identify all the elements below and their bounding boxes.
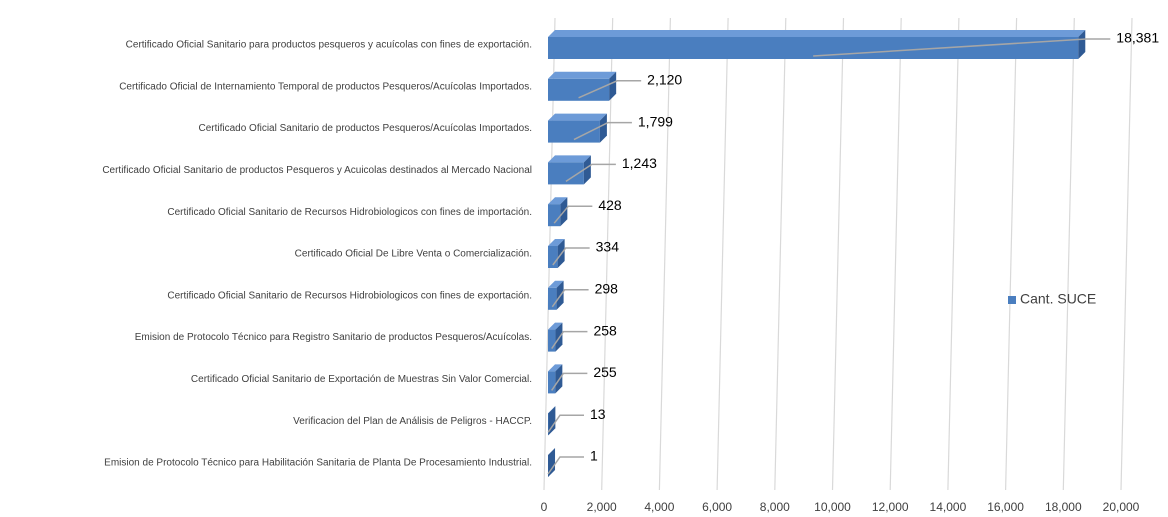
leader-line (565, 163, 616, 183)
value-label: 18,381 (1116, 30, 1159, 46)
grid-line (1005, 17, 1018, 491)
value-label: 428 (598, 197, 622, 213)
legend-swatch (1008, 296, 1016, 304)
value-label: 334 (596, 239, 620, 255)
category-label: Certificado Oficial De Libre Venta o Com… (295, 249, 532, 260)
leader-line (813, 38, 1111, 57)
bar (548, 371, 556, 394)
category-label: Certificado Oficial Sanitario de Exporta… (191, 374, 532, 385)
bar-side (583, 155, 591, 185)
category-label: Emision de Protocolo Técnico para Habili… (104, 458, 532, 469)
grid-line (1062, 17, 1075, 491)
value-label: 255 (593, 364, 617, 380)
category-label: Certificado Oficial de Internamiento Tem… (119, 81, 532, 92)
value-label: 1,799 (638, 113, 673, 129)
x-tick-label: 16,000 (987, 500, 1024, 514)
bar (548, 162, 584, 185)
bar (548, 37, 1079, 59)
x-tick-label: 6,000 (702, 500, 732, 514)
category-label: Certificado Oficial Sanitario de product… (102, 165, 532, 176)
bar (548, 329, 556, 352)
leader-line (551, 289, 589, 308)
x-tick-label: 18,000 (1045, 500, 1082, 514)
bar (548, 204, 561, 227)
x-tick-label: 2,000 (587, 500, 617, 514)
value-label: 298 (595, 281, 619, 297)
bar-side (548, 448, 556, 477)
leader-line (547, 414, 584, 433)
x-tick-label: 20,000 (1103, 500, 1140, 514)
bar-top (548, 322, 563, 330)
bar-top (548, 197, 568, 205)
category-label: Certificado Oficial Sanitario de Recurso… (167, 207, 532, 218)
bar (548, 287, 557, 310)
legend-label: Cant. SUCE (1020, 291, 1096, 307)
bar (548, 78, 610, 101)
value-label: 1,243 (622, 155, 657, 171)
grid-line (658, 17, 671, 491)
grid-line (831, 17, 845, 491)
value-label: 258 (593, 322, 617, 338)
grid-line (1120, 17, 1133, 491)
category-label: Certificado Oficial Sanitario de product… (198, 123, 532, 134)
category-label: Certificado Oficial Sanitario de Recurso… (167, 290, 532, 301)
bar (548, 246, 558, 268)
grid-line (716, 17, 729, 491)
value-label: 1 (590, 448, 598, 464)
leader-line (547, 456, 584, 475)
bar-side (548, 406, 556, 436)
x-tick-label: 10,000 (814, 500, 851, 514)
category-label: Verificacion del Plan de Análisis de Pel… (293, 416, 532, 427)
bar-side (599, 113, 607, 143)
grid-line (774, 17, 787, 491)
bar-top (548, 155, 591, 163)
grid-line (947, 17, 960, 491)
bar-top (548, 364, 563, 372)
bar-top (548, 30, 1086, 37)
category-label: Emision de Protocolo Técnico para Regist… (135, 332, 532, 343)
grid-line (889, 17, 902, 491)
bar (548, 120, 600, 143)
x-tick-label: 14,000 (930, 500, 967, 514)
bar-top (548, 280, 564, 288)
leader-line (551, 372, 588, 391)
leader-line (552, 247, 590, 266)
bar-top (548, 448, 556, 455)
bar-top (548, 71, 617, 79)
leader-line (553, 205, 593, 224)
leader-line (578, 80, 642, 99)
x-tick-label: 0 (541, 500, 548, 514)
leader-line (551, 330, 588, 350)
bar-side (609, 71, 617, 101)
x-tick-label: 8,000 (760, 500, 790, 514)
value-label: 13 (590, 406, 606, 422)
value-label: 2,120 (647, 72, 682, 88)
bar-top (548, 239, 565, 246)
bar-top (548, 113, 607, 121)
x-tick-label: 4,000 (644, 500, 674, 514)
x-tick-label: 12,000 (872, 500, 909, 514)
category-label: Certificado Oficial Sanitario para produ… (126, 40, 532, 51)
leader-line (573, 121, 632, 141)
bar-top (548, 406, 556, 414)
bar-side (1078, 30, 1086, 59)
bar (548, 413, 549, 436)
